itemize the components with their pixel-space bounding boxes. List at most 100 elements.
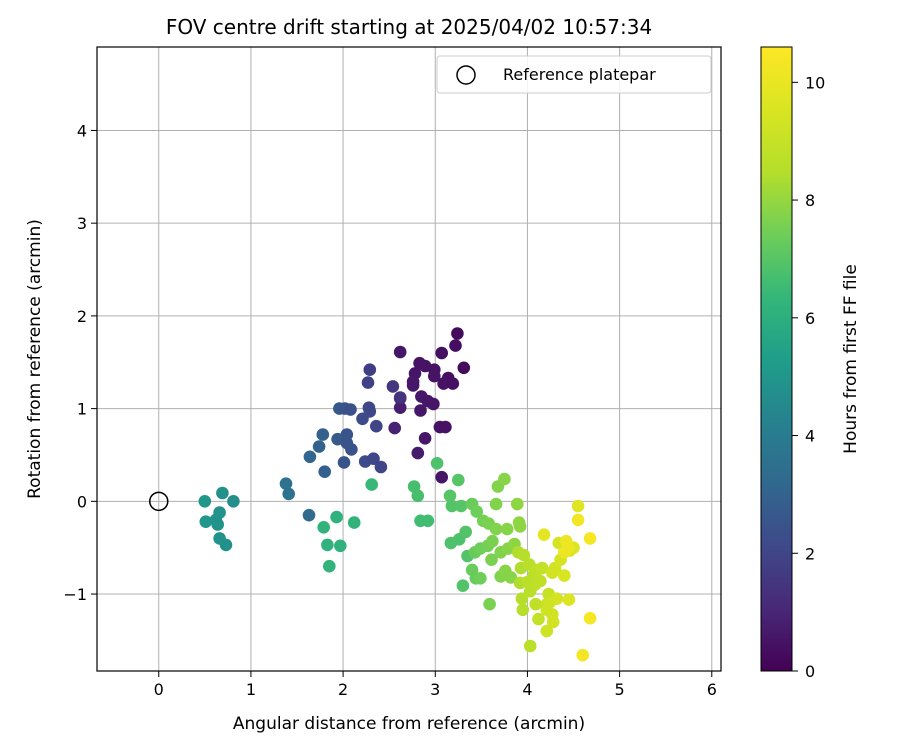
data-point — [500, 522, 514, 536]
data-point — [411, 446, 425, 460]
data-point — [439, 420, 452, 434]
data-point — [489, 522, 503, 536]
data-point — [435, 346, 449, 360]
data-point — [323, 559, 336, 573]
x-tick-label: 2 — [338, 680, 348, 699]
data-point — [421, 514, 435, 528]
data-point — [216, 486, 229, 500]
data-point — [535, 561, 549, 575]
data-point — [550, 592, 564, 605]
data-point — [219, 538, 233, 552]
data-point — [282, 487, 296, 501]
reference-platepar-marker — [149, 491, 169, 512]
data-point — [571, 513, 585, 527]
data-point — [365, 478, 379, 491]
data-point — [367, 452, 380, 466]
data-point — [459, 525, 473, 539]
data-point — [540, 603, 554, 617]
data-point — [452, 473, 465, 487]
x-tick-label: 6 — [707, 680, 717, 699]
data-point — [558, 546, 571, 559]
x-tick-label: 0 — [154, 680, 164, 699]
plot-frame — [96, 46, 722, 672]
data-point — [457, 361, 471, 375]
data-point — [199, 515, 213, 528]
data-point — [483, 597, 496, 611]
data-point — [386, 380, 400, 393]
data-point — [562, 593, 576, 606]
colorbar-tick-label: 0 — [805, 662, 815, 681]
data-point — [418, 432, 432, 445]
data-point — [517, 548, 531, 562]
x-axis-label: Angular distance from reference (arcmin) — [233, 714, 585, 734]
colorbar-tick-label: 10 — [805, 73, 825, 92]
data-point — [571, 499, 585, 513]
data-point — [312, 440, 326, 453]
legend: Reference platepar — [436, 55, 712, 94]
chart-title: FOV centre drift starting at 2025/04/02 … — [166, 15, 652, 39]
plot-area: 0 1 2 3 4 5 6 −1 0 1 2 3 4 — [63, 46, 722, 699]
data-point — [511, 497, 524, 511]
data-point — [393, 391, 407, 404]
data-point — [411, 489, 425, 503]
y-tick-label: 1 — [77, 400, 87, 419]
data-point — [356, 412, 369, 426]
x-tick-label: 3 — [430, 680, 440, 699]
data-point — [303, 450, 317, 464]
data-point — [388, 421, 402, 435]
colorbar: 0 2 4 6 8 10 Hours from first FF file — [760, 46, 861, 681]
data-point — [393, 345, 407, 359]
scatter-points — [198, 327, 597, 662]
data-point — [198, 495, 212, 508]
data-point — [486, 534, 499, 548]
y-axis-label: Rotation from reference (arcmin) — [25, 219, 45, 499]
data-point — [546, 615, 560, 629]
data-point — [211, 518, 224, 531]
data-point — [529, 597, 542, 611]
data-point — [330, 510, 343, 524]
data-point — [393, 401, 407, 415]
colorbar-gradient — [760, 46, 793, 672]
data-point — [537, 528, 551, 541]
data-point — [317, 521, 331, 534]
colorbar-label: Hours from first FF file — [841, 264, 861, 454]
data-point — [361, 376, 375, 389]
data-point — [485, 553, 498, 566]
data-point — [540, 624, 554, 638]
data-point — [576, 648, 589, 662]
data-point — [279, 477, 293, 491]
y-tick-label: 2 — [77, 307, 87, 326]
data-point — [363, 363, 377, 377]
data-point — [465, 563, 479, 577]
data-point — [337, 456, 351, 469]
data-point — [534, 574, 547, 588]
y-tick-label: 4 — [77, 121, 87, 140]
data-point — [227, 495, 240, 508]
data-point — [583, 532, 597, 545]
data-point — [414, 404, 427, 417]
data-point — [321, 538, 334, 552]
x-tick-label: 1 — [246, 680, 256, 699]
data-point — [489, 497, 503, 511]
data-point — [334, 539, 347, 553]
colorbar-tick-label: 6 — [805, 309, 815, 328]
data-point — [513, 520, 527, 533]
x-tick-label: 5 — [615, 680, 625, 699]
y-tick-label: −1 — [63, 585, 87, 604]
data-point — [316, 428, 330, 441]
colorbar-ticks: 0 2 4 6 8 10 — [792, 73, 825, 681]
data-point — [515, 592, 529, 605]
data-point — [498, 472, 511, 486]
x-tick-label: 4 — [522, 680, 532, 699]
data-point — [583, 611, 597, 625]
data-point — [454, 499, 468, 513]
colorbar-tick-label: 4 — [805, 427, 815, 446]
y-tick-label: 3 — [77, 214, 87, 233]
data-point — [406, 379, 420, 392]
data-point — [437, 377, 450, 390]
data-point — [470, 505, 484, 518]
legend-marker-icon — [456, 65, 476, 85]
data-point — [456, 579, 470, 592]
data-point — [344, 403, 357, 416]
